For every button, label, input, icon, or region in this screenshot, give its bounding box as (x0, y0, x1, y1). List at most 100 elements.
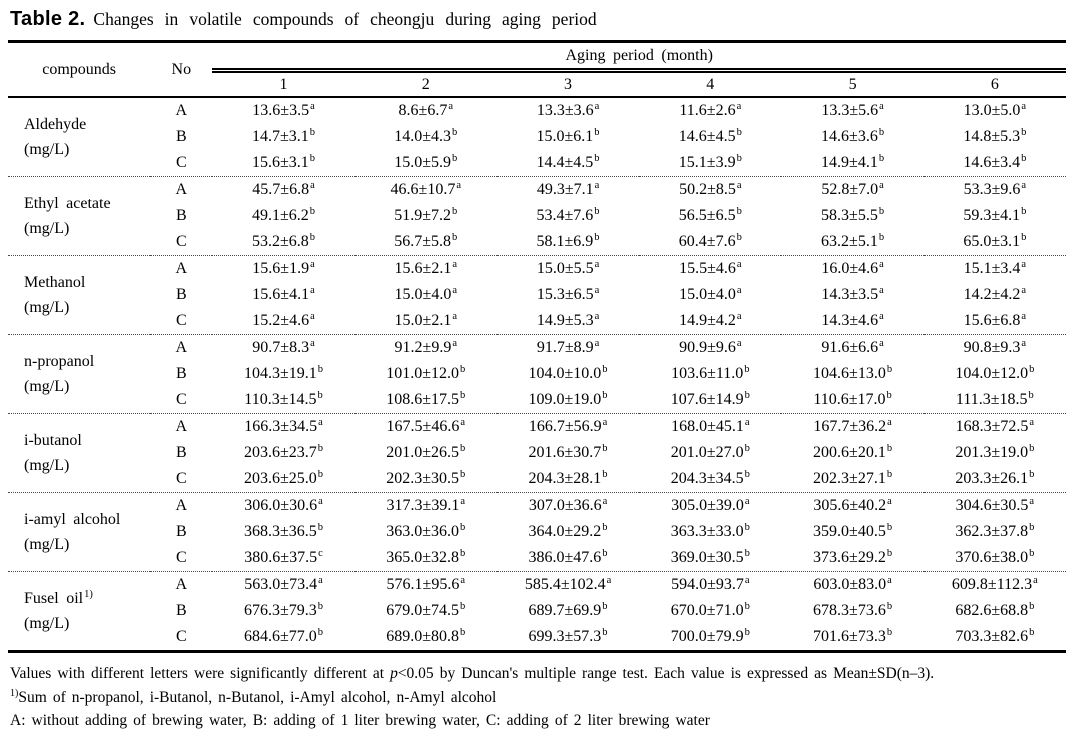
value-cell: 15.6±4.1a (212, 282, 354, 308)
mean-sd-value: 14.2±4.2 (963, 286, 1021, 303)
col-header-month-1: 1 (212, 70, 355, 98)
mean-sd-value: 167.5±46.6 (386, 418, 460, 435)
duncan-letter: a (452, 337, 457, 349)
mean-sd-value: 16.0±4.6 (821, 260, 879, 277)
duncan-letter: a (594, 258, 600, 270)
duncan-letter: b (452, 152, 458, 164)
sample-no: B (175, 444, 187, 461)
mean-sd-value: 8.6±6.7 (398, 102, 448, 119)
mean-sd-value: 368.3±36.5 (243, 523, 317, 540)
value-cell: 15.6±1.9a (212, 255, 355, 282)
duncan-letter: a (736, 310, 742, 322)
value-cell: 16.0±4.6a (781, 255, 924, 282)
duncan-letter: b (309, 231, 316, 243)
mean-sd-value: 585.4±102.4 (524, 576, 606, 593)
table-title: Table 2. Changes in volatile compounds of… (10, 8, 1066, 31)
mean-sd-value: 111.3±18.5 (955, 391, 1028, 408)
mean-sd-value: 104.3±19.1 (243, 365, 317, 382)
mean-sd-value: 63.2±5.1 (821, 233, 878, 250)
value-cell: 111.3±18.5b (924, 387, 1066, 414)
mean-sd-value: 684.6±77.0 (243, 628, 317, 645)
duncan-letter: a (456, 179, 461, 191)
sample-no: A (150, 255, 213, 282)
mean-sd-value: 167.7±36.2 (813, 418, 887, 435)
duncan-letter: b (736, 126, 742, 138)
duncan-letter: b (1021, 152, 1027, 164)
value-cell: 203.6±25.0b (212, 466, 354, 493)
value-cell: 167.7±36.2a (781, 413, 924, 440)
table-row: B 14.7±3.1b 14.0±4.3b 15.0±6.1b 14.6±4.5b 14.… (8, 124, 1066, 150)
duncan-letter: a (310, 310, 315, 322)
table-row: B 676.3±79.3b 679.0±74.5b 689.7±69.9b 670.0±… (8, 598, 1066, 624)
mean-sd-value: 365.0±32.8 (386, 549, 460, 566)
mean-sd-value: 15.3±6.5 (536, 286, 594, 303)
value-cell: 166.3±34.5a (212, 413, 355, 440)
table-row: Fusel oil1) (mg/L) A 563.0±73.4a 576.1±95.6a… (8, 571, 1066, 652)
value-cell: 204.3±34.5b (639, 466, 781, 493)
value-cell: 15.0±4.0a (639, 282, 781, 308)
compound-unit: (mg/L) (24, 536, 70, 553)
compound-label: Fusel oil1) (mg/L) (8, 571, 151, 652)
duncan-letter: b (886, 389, 892, 401)
value-cell: 13.3±5.6a (781, 97, 923, 124)
sample-no: A (150, 413, 213, 440)
value-cell: 202.3±27.1b (781, 466, 923, 493)
duncan-letter: b (594, 231, 600, 243)
mean-sd-value: 46.6±10.7 (390, 181, 456, 198)
mean-sd-value: 15.0±4.0 (679, 286, 736, 303)
mean-sd-value: 49.1±6.2 (251, 207, 309, 224)
value-cell: 15.0±4.0a (355, 282, 497, 308)
duncan-letter: b (886, 468, 893, 480)
value-cell: 110.3±14.5b (212, 387, 354, 414)
mean-sd-value: 15.0±2.1 (394, 312, 452, 329)
mean-sd-value: 15.6±3.1 (251, 154, 309, 171)
value-cell: 15.0±6.1b (497, 124, 639, 150)
mean-sd-value: 200.6±20.1 (813, 444, 886, 461)
duncan-letter: a (736, 179, 742, 191)
mean-sd-value: 373.6±29.2 (813, 549, 886, 566)
duncan-letter: a (1029, 416, 1035, 428)
footnotes: Values with different letters were signi… (10, 662, 1066, 733)
compound-unit: (mg/L) (24, 299, 70, 316)
mean-sd-value: 305.6±40.2 (813, 497, 887, 514)
mean-sd-value: 701.6±73.3 (813, 628, 886, 645)
duncan-letter: a (879, 258, 884, 270)
mean-sd-value: 58.1±6.9 (536, 233, 594, 250)
footnote-significance-rest: <0.05 by Duncan's multiple range test. E… (397, 665, 935, 682)
sample-no: C (175, 391, 187, 408)
mean-sd-value: 369.0±30.5 (670, 549, 744, 566)
table-row: C 110.3±14.5b 108.6±17.5b 109.0±19.0b 107.6±… (8, 387, 1066, 414)
mean-sd-value: 201.0±27.0 (670, 444, 744, 461)
value-cell: 103.6±11.0b (639, 361, 781, 387)
sample-no: B (175, 523, 187, 540)
table-row: B 203.6±23.7b 201.0±26.5b 201.6±30.7b 201.0±… (8, 440, 1066, 466)
mean-sd-value: 703.3±82.6 (955, 628, 1029, 645)
value-cell: 305.0±39.0a (639, 492, 782, 519)
mean-sd-value: 317.3±39.1 (386, 497, 460, 514)
duncan-letter: b (1029, 626, 1035, 638)
duncan-letter: a (887, 495, 892, 507)
mean-sd-value: 14.6±3.4 (963, 154, 1021, 171)
duncan-letter: a (1021, 258, 1027, 270)
mean-sd-value: 15.0±5.5 (536, 260, 594, 277)
table-row: C 15.6±3.1b 15.0±5.9b 14.4±4.5b 15.1±3.9b 14.… (8, 150, 1066, 177)
duncan-letter: b (736, 205, 742, 217)
value-cell: 14.2±4.2a (924, 282, 1066, 308)
mean-sd-value: 678.3±73.6 (813, 602, 886, 619)
duncan-letter: a (879, 284, 884, 296)
mean-sd-value: 51.9±7.2 (394, 207, 452, 224)
value-cell: 58.3±5.5b (781, 203, 923, 229)
duncan-letter: b (744, 363, 750, 375)
table-row: Methanol (mg/L) A 15.6±1.9a 15.6±2.1a 15.0±5.… (8, 255, 1066, 335)
table-row: n-propanol (mg/L) A 90.7±8.3a 91.2±9.9a 91.7±… (8, 334, 1066, 414)
compound-unit: (mg/L) (24, 615, 70, 632)
mean-sd-value: 201.0±26.5 (386, 444, 460, 461)
value-cell: 109.0±19.0b (497, 387, 639, 414)
footnote-fusel-marker: 1) (10, 687, 19, 699)
duncan-letter: b (878, 205, 885, 217)
mean-sd-value: 676.3±79.3 (243, 602, 317, 619)
value-cell: 63.2±5.1b (781, 229, 923, 256)
value-cell: 53.2±6.8b (212, 229, 354, 256)
mean-sd-value: 58.3±5.5 (821, 207, 878, 224)
duncan-letter: a (736, 284, 742, 296)
